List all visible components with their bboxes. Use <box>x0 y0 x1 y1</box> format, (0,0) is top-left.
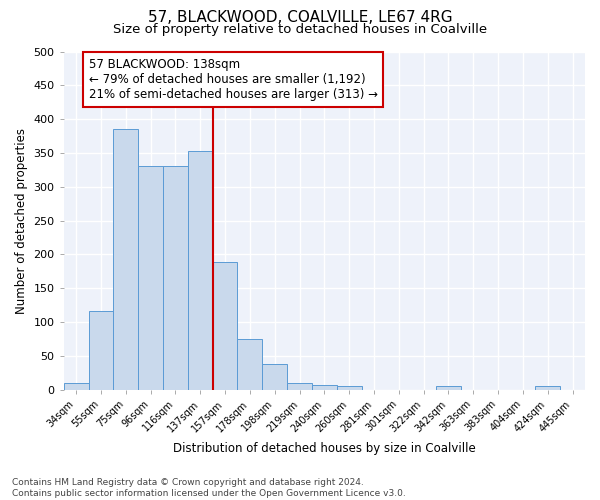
Y-axis label: Number of detached properties: Number of detached properties <box>15 128 28 314</box>
Bar <box>287 383 312 390</box>
Bar <box>262 364 287 390</box>
Bar <box>138 166 163 390</box>
Text: Size of property relative to detached houses in Coalville: Size of property relative to detached ho… <box>113 22 487 36</box>
Bar <box>113 130 138 390</box>
Bar <box>163 166 188 390</box>
Bar <box>188 151 212 390</box>
Bar <box>337 386 362 390</box>
Bar <box>535 386 560 390</box>
Bar <box>436 386 461 390</box>
Text: 57 BLACKWOOD: 138sqm
← 79% of detached houses are smaller (1,192)
21% of semi-de: 57 BLACKWOOD: 138sqm ← 79% of detached h… <box>89 58 377 102</box>
Text: Contains HM Land Registry data © Crown copyright and database right 2024.
Contai: Contains HM Land Registry data © Crown c… <box>12 478 406 498</box>
Bar <box>238 339 262 390</box>
Bar <box>64 383 89 390</box>
Bar <box>212 262 238 390</box>
Bar <box>89 312 113 390</box>
X-axis label: Distribution of detached houses by size in Coalville: Distribution of detached houses by size … <box>173 442 476 455</box>
Text: 57, BLACKWOOD, COALVILLE, LE67 4RG: 57, BLACKWOOD, COALVILLE, LE67 4RG <box>148 10 452 25</box>
Bar <box>312 385 337 390</box>
